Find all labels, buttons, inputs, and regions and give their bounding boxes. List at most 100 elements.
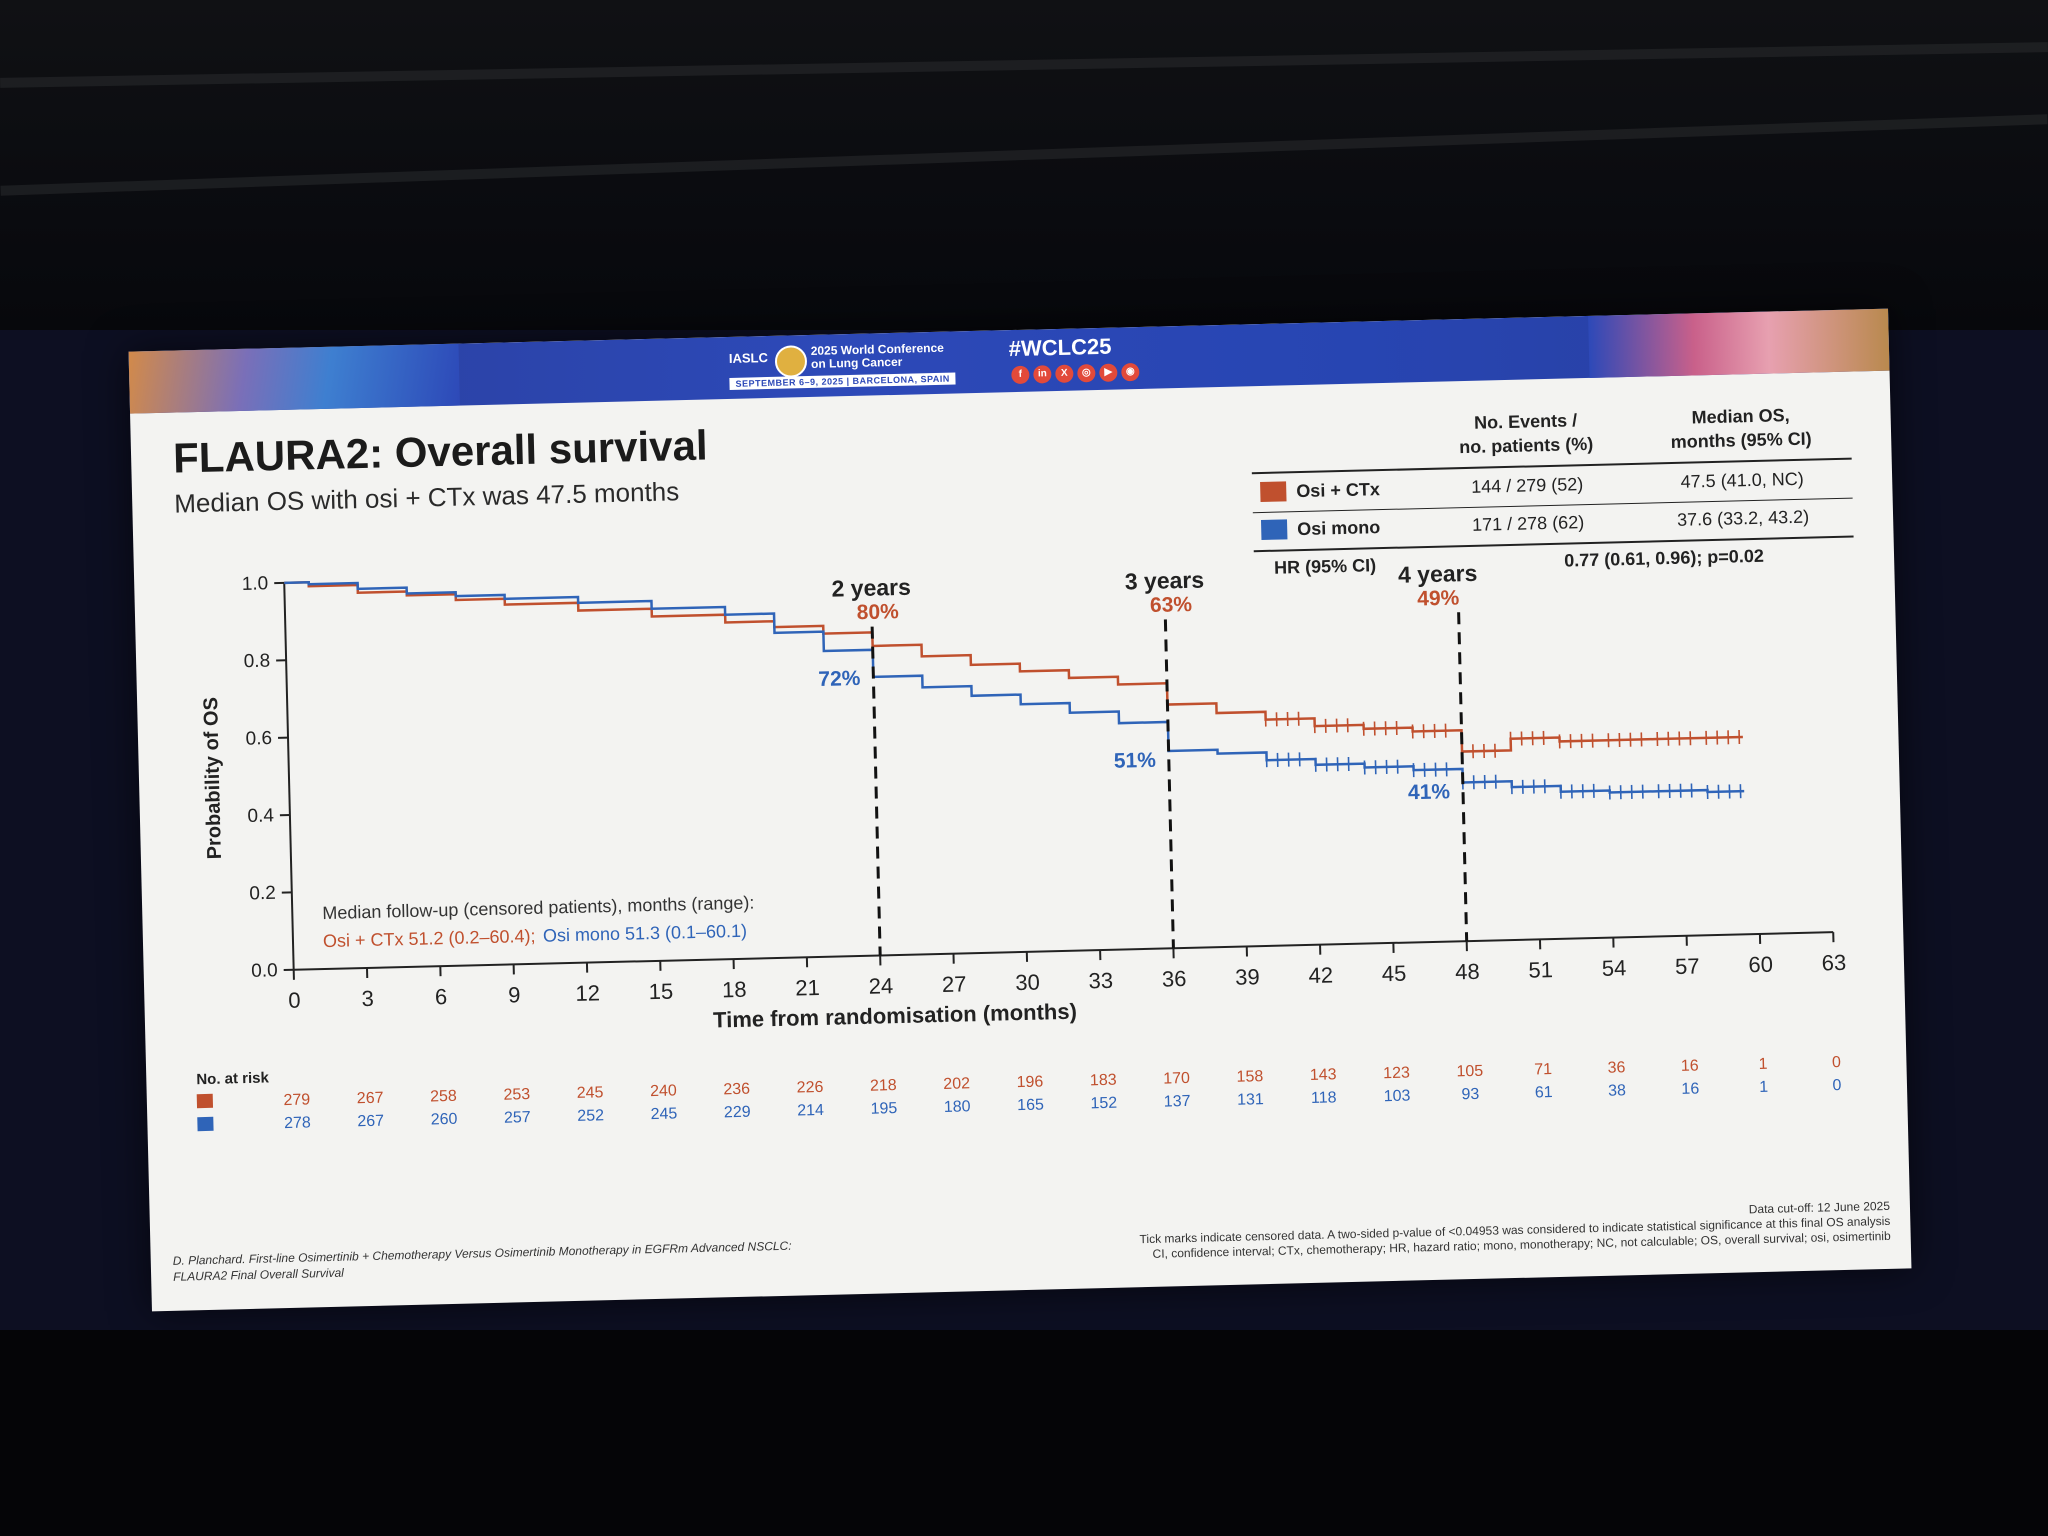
at-risk-red-value: 105 bbox=[1456, 1063, 1483, 1081]
at-risk-blue-value: 180 bbox=[944, 1098, 971, 1116]
at-risk-red-value: 202 bbox=[943, 1075, 970, 1093]
x-tick-label: 36 bbox=[1162, 966, 1187, 992]
ceiling-beam bbox=[0, 114, 2048, 196]
at-risk-red-value: 279 bbox=[283, 1091, 310, 1109]
at-risk-red-value: 258 bbox=[430, 1088, 457, 1106]
landmark-blue-value: 72% bbox=[818, 667, 861, 691]
y-tick-label: 0.4 bbox=[247, 805, 274, 827]
osi-mono-curve bbox=[284, 581, 1745, 794]
ceiling-beam bbox=[0, 42, 2048, 88]
at-risk-blue-value: 267 bbox=[357, 1113, 384, 1131]
landmark-line bbox=[1163, 619, 1175, 949]
at-risk-red-value: 158 bbox=[1236, 1068, 1263, 1086]
at-risk-blue-value: 118 bbox=[1311, 1089, 1337, 1107]
at-risk-red-value: 123 bbox=[1383, 1065, 1410, 1083]
y-tick-label: 0.8 bbox=[243, 651, 270, 673]
at-risk-blue-value: 245 bbox=[650, 1105, 677, 1123]
at-risk-red-value: 183 bbox=[1090, 1072, 1117, 1090]
x-tick-label: 3 bbox=[361, 986, 374, 1011]
y-axis-label: Probability of OS bbox=[200, 697, 226, 860]
at-risk-red-value: 143 bbox=[1310, 1066, 1337, 1084]
at-risk-red-value: 16 bbox=[1681, 1057, 1699, 1074]
osi-ctx-curve bbox=[284, 581, 1743, 753]
at-risk-blue-value: 260 bbox=[431, 1111, 458, 1129]
x-tick-label: 15 bbox=[648, 979, 673, 1005]
y-tick-label: 0.6 bbox=[245, 728, 272, 750]
at-risk-red-value: 1 bbox=[1758, 1056, 1767, 1073]
osi-ctx-at-risk-swatch bbox=[196, 1093, 214, 1109]
at-risk-red-value: 218 bbox=[870, 1077, 897, 1095]
x-axis bbox=[293, 931, 1834, 971]
at-risk-red-value: 196 bbox=[1016, 1074, 1043, 1092]
followup-header: Median follow-up (censored patients), mo… bbox=[322, 893, 755, 924]
landmark-line bbox=[1457, 612, 1469, 942]
landmark-red-value: 49% bbox=[1417, 587, 1460, 611]
at-risk-red-value: 226 bbox=[797, 1079, 824, 1097]
y-tick-label: 0.0 bbox=[251, 960, 278, 982]
km-chart: 0.00.20.40.60.81.00 3 6 9 12 15 18 21 24 27 30 33 36… bbox=[196, 560, 1846, 1132]
x-tick-label: 6 bbox=[435, 984, 448, 1009]
at-risk-red-value: 253 bbox=[503, 1086, 530, 1104]
at-risk-blue-value: 152 bbox=[1090, 1095, 1117, 1113]
x-tick-label: 54 bbox=[1601, 955, 1626, 981]
at-risk-red-value: 71 bbox=[1534, 1061, 1552, 1078]
at-risk-red-value: 36 bbox=[1607, 1059, 1625, 1076]
at-risk-red-value: 0 bbox=[1832, 1054, 1841, 1071]
at-risk-blue-value: 137 bbox=[1164, 1093, 1191, 1111]
x-tick-label: 51 bbox=[1528, 957, 1553, 983]
at-risk-blue-value: 165 bbox=[1017, 1097, 1044, 1115]
x-tick-label: 9 bbox=[508, 982, 521, 1007]
at-risk-red-value: 236 bbox=[723, 1081, 750, 1099]
room-floor bbox=[0, 1330, 2048, 1536]
landmark-blue-value: 41% bbox=[1408, 780, 1451, 804]
x-tick-label: 18 bbox=[722, 977, 747, 1003]
x-tick-label: 60 bbox=[1748, 952, 1773, 978]
at-risk-blue-value: 131 bbox=[1237, 1091, 1264, 1109]
at-risk-blue-value: 61 bbox=[1535, 1084, 1553, 1101]
at-risk-red-value: 170 bbox=[1163, 1070, 1190, 1088]
at-risk-blue-value: 257 bbox=[504, 1109, 531, 1127]
at-risk-red-value: 245 bbox=[577, 1084, 604, 1102]
x-tick-label: 39 bbox=[1235, 964, 1260, 990]
landmark-label: 3 years bbox=[1124, 567, 1204, 595]
x-tick-label: 57 bbox=[1675, 953, 1700, 979]
x-tick-label: 0 bbox=[288, 988, 301, 1013]
followup-red: Osi + CTx 51.2 (0.2–60.4); bbox=[323, 926, 536, 951]
landmark-label: 2 years bbox=[831, 574, 911, 602]
landmark-line bbox=[870, 626, 882, 956]
x-tick-label: 42 bbox=[1308, 962, 1333, 988]
presentation-slide: IASLC 2025 World Conference on Lung Canc… bbox=[128, 308, 1912, 1312]
at-risk-blue-value: 103 bbox=[1384, 1088, 1411, 1106]
at-risk-blue-value: 252 bbox=[577, 1107, 604, 1125]
at-risk-blue-value: 0 bbox=[1832, 1077, 1841, 1094]
x-tick-label: 30 bbox=[1015, 970, 1040, 996]
landmark-red-value: 80% bbox=[857, 600, 900, 624]
at-risk-blue-value: 1 bbox=[1759, 1079, 1768, 1096]
landmark-blue-value: 51% bbox=[1114, 749, 1157, 773]
x-tick-label: 48 bbox=[1455, 959, 1480, 985]
at-risk-blue-value: 16 bbox=[1681, 1080, 1699, 1097]
x-tick-label: 45 bbox=[1382, 961, 1407, 987]
y-tick-label: 0.2 bbox=[249, 883, 276, 905]
landmark-red-value: 63% bbox=[1150, 593, 1193, 617]
at-risk-red-value: 267 bbox=[357, 1090, 384, 1108]
y-axis bbox=[283, 582, 295, 970]
at-risk-blue-value: 214 bbox=[797, 1102, 824, 1120]
followup-blue: Osi mono 51.3 (0.1–60.1) bbox=[543, 921, 748, 946]
at-risk-blue-value: 38 bbox=[1608, 1082, 1626, 1099]
at-risk-label: No. at risk bbox=[196, 1069, 270, 1088]
at-risk-red-value: 240 bbox=[650, 1082, 677, 1100]
y-tick-label: 1.0 bbox=[242, 573, 269, 595]
room-ceiling bbox=[0, 0, 2048, 330]
x-tick-label: 63 bbox=[1821, 950, 1846, 976]
at-risk-blue-value: 93 bbox=[1461, 1086, 1479, 1103]
x-tick-label: 24 bbox=[868, 973, 893, 999]
x-tick-label: 21 bbox=[795, 975, 820, 1001]
osi-mono-at-risk-swatch bbox=[197, 1116, 214, 1132]
x-tick-label: 12 bbox=[575, 980, 600, 1006]
at-risk-blue-value: 229 bbox=[724, 1104, 751, 1122]
x-tick-label: 33 bbox=[1088, 968, 1113, 994]
landmark-label: 4 years bbox=[1398, 560, 1478, 588]
at-risk-blue-value: 278 bbox=[284, 1114, 311, 1132]
x-axis-label: Time from randomisation (months) bbox=[713, 999, 1077, 1033]
